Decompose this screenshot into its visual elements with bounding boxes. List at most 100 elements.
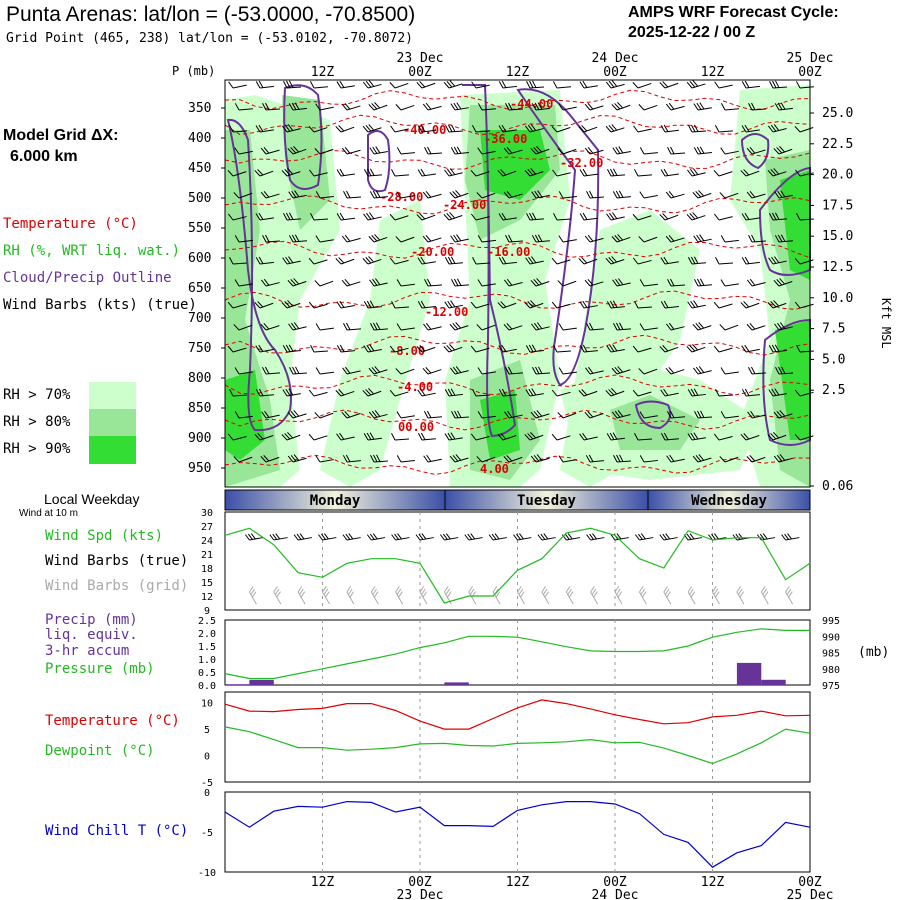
wind-barb-feather bbox=[497, 434, 504, 441]
wind-barb bbox=[579, 344, 598, 353]
wind-barb-feather bbox=[699, 278, 705, 286]
barb-feather bbox=[567, 588, 572, 595]
wind-barb-feather bbox=[713, 213, 720, 221]
barb-feather bbox=[492, 586, 498, 593]
wind-barb-feather bbox=[773, 148, 780, 155]
wind-barb-shaft bbox=[340, 173, 355, 177]
wind-barb-feather bbox=[308, 433, 315, 441]
wind-barb-feather bbox=[749, 278, 756, 286]
wind-barb-shaft bbox=[259, 261, 274, 265]
wind-barb-shaft bbox=[691, 172, 706, 177]
wind-barb bbox=[531, 322, 550, 331]
barb-feather bbox=[565, 586, 571, 593]
wind-barb-shaft bbox=[502, 302, 517, 309]
wind-barb-feather bbox=[454, 410, 459, 419]
wind-barb-shaft bbox=[718, 130, 733, 133]
wind-barb-shaft bbox=[238, 371, 253, 375]
barb-feather bbox=[784, 533, 789, 540]
precip-panel-tick-label: 0.5 bbox=[198, 668, 216, 679]
wind-barb bbox=[665, 234, 685, 243]
wind-barb bbox=[586, 322, 604, 331]
barb-feather bbox=[300, 591, 306, 598]
wind-barb-feather bbox=[696, 278, 702, 286]
wind-barb-shaft bbox=[346, 460, 361, 463]
wind-barb-shaft bbox=[691, 304, 706, 309]
wind-barb bbox=[228, 125, 247, 133]
isotherm-3 bbox=[224, 195, 811, 215]
wind-barb-feather bbox=[498, 125, 504, 133]
cloud-outline-5 bbox=[634, 400, 672, 430]
wind-barb-shaft bbox=[292, 413, 307, 419]
wind-barb-feather bbox=[768, 213, 774, 221]
wind-barb-shaft bbox=[691, 130, 706, 133]
wind-barb-shaft bbox=[400, 195, 415, 199]
wind-barb-shaft bbox=[556, 218, 571, 221]
wind-barb bbox=[315, 103, 334, 111]
wind-barb bbox=[694, 410, 712, 419]
barb-shaft bbox=[638, 591, 647, 605]
wind-barb-feather bbox=[498, 257, 504, 265]
wind-barb-shaft bbox=[724, 150, 739, 155]
wind-barb-shaft bbox=[367, 174, 382, 177]
wind-barb-feather bbox=[698, 190, 705, 197]
wind-barb-feather bbox=[692, 192, 699, 199]
wind-barb-feather bbox=[288, 388, 294, 396]
wind-barb-shaft bbox=[724, 324, 739, 331]
wind-barb-feather bbox=[589, 190, 594, 199]
barb-feather bbox=[345, 533, 351, 540]
isotherm-label: 4.00 bbox=[480, 462, 509, 476]
barb-feather bbox=[610, 534, 616, 541]
wind-barb bbox=[687, 168, 706, 177]
wind-barb-shaft bbox=[637, 215, 652, 221]
height-tick-label: 2.5 bbox=[822, 383, 845, 398]
wind-barb-feather bbox=[450, 300, 456, 308]
wind-barb-feather bbox=[528, 388, 534, 396]
wind-barb bbox=[605, 256, 625, 265]
wind-barb-shaft bbox=[778, 372, 793, 375]
wind-barb-shaft bbox=[664, 82, 679, 89]
wind-barb-shaft bbox=[481, 150, 496, 155]
wind-barb-feather bbox=[694, 411, 699, 419]
wind-barb-feather bbox=[693, 279, 699, 287]
pressure-tick-label: 980 bbox=[822, 665, 840, 676]
wind-barb-feather bbox=[339, 344, 345, 352]
wind-barb-feather bbox=[774, 323, 780, 331]
barb-feather bbox=[469, 588, 475, 595]
wind-barb bbox=[503, 323, 523, 331]
wind-barb-feather bbox=[373, 454, 378, 463]
wind-barb-feather bbox=[291, 190, 297, 198]
wind-barb bbox=[343, 190, 362, 199]
wind-barb bbox=[585, 366, 604, 375]
wind-barb bbox=[255, 344, 274, 353]
wind-barb bbox=[796, 344, 815, 353]
wind-barb-shaft bbox=[400, 236, 415, 243]
wind-barb bbox=[667, 146, 686, 155]
wind-barb-feather bbox=[618, 190, 624, 198]
wind-barb-shaft bbox=[799, 303, 814, 309]
wind-barb-shaft bbox=[664, 214, 679, 221]
true-wind-barb bbox=[366, 533, 386, 541]
wind-barb-shaft bbox=[475, 171, 490, 177]
height-tick-label: 17.5 bbox=[822, 198, 853, 213]
barb-feather bbox=[662, 533, 668, 540]
wind-barb-feather bbox=[506, 146, 513, 154]
wind-barb bbox=[255, 212, 274, 221]
wind-barb bbox=[472, 389, 490, 397]
wind-barb-shaft bbox=[745, 348, 760, 353]
wind-barb-feather bbox=[420, 300, 426, 308]
cloud-outline-4 bbox=[516, 88, 600, 387]
rh-region-7 bbox=[282, 95, 330, 230]
wind-barb-shaft bbox=[589, 412, 604, 419]
wind-barb-feather bbox=[660, 125, 666, 133]
wind-barb-shaft bbox=[265, 325, 280, 331]
grid-wind-barb bbox=[590, 586, 599, 605]
wind-barb-feather bbox=[335, 258, 342, 265]
wind-barb bbox=[666, 322, 685, 331]
wind-barb bbox=[289, 366, 307, 375]
wind-barb bbox=[794, 301, 814, 309]
wind-barb-shaft bbox=[610, 390, 625, 397]
wind-barb-feather bbox=[455, 366, 462, 373]
barb-shaft bbox=[614, 591, 623, 605]
wind-barb-feather bbox=[368, 411, 375, 419]
wind-barb-feather bbox=[424, 146, 429, 155]
